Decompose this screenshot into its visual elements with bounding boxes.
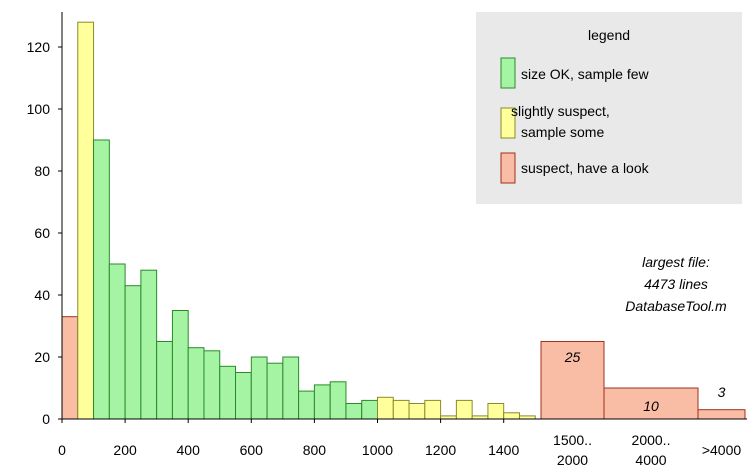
bar-600 (250, 356, 268, 420)
note-line-1: largest file: (642, 254, 710, 270)
legend: legend size OK, sample few slightly susp… (476, 12, 742, 204)
legend-label-some-2: sample some (521, 124, 604, 140)
bar-350 (171, 310, 189, 420)
bar-800 (313, 384, 331, 420)
legend-label-look: suspect, have a look (521, 160, 650, 176)
x-tick-label-200: 200 (113, 442, 137, 458)
legend-title: legend (588, 27, 630, 43)
bar-550 (235, 372, 252, 420)
bar-950 (361, 399, 379, 420)
y-tick-label-0: 0 (42, 411, 50, 427)
bar-450 (203, 350, 221, 420)
legend-background (476, 12, 742, 204)
tail-label-1-line2: 4000 (635, 452, 666, 468)
bar-650 (266, 362, 284, 420)
axes: 1500..20002000..4000>4000020406080100120… (27, 12, 747, 468)
legend-swatch-some (500, 107, 516, 139)
x-tick-label-600: 600 (240, 442, 264, 458)
y-tick-label-40: 40 (34, 287, 50, 303)
x-tick-label-1400: 1400 (488, 442, 519, 458)
x-tick-label-800: 800 (303, 442, 327, 458)
legend-label-ok: size OK, sample few (521, 66, 649, 82)
tail-bar-2 (697, 409, 746, 420)
largest-file-note: largest file: 4473 lines DatabaseTool.m (625, 254, 727, 314)
bar-0 (61, 316, 79, 420)
bar-500 (219, 365, 237, 420)
tail-bar-value-0: 25 (564, 349, 581, 365)
bar-750 (298, 390, 315, 420)
bar-150 (108, 263, 126, 420)
tail-bar-value-1: 10 (643, 398, 659, 414)
bar-50 (77, 21, 95, 420)
y-tick-label-60: 60 (34, 225, 50, 241)
tail-label-0-line2: 2000 (557, 452, 588, 468)
x-tick-label-1200: 1200 (425, 442, 456, 458)
tail-label-2: >4000 (702, 442, 742, 458)
x-tick-label-0: 0 (58, 442, 66, 458)
legend-swatch-look (500, 152, 516, 184)
bar-1000 (377, 396, 394, 420)
x-tick-label-400: 400 (177, 442, 201, 458)
bar-250 (140, 269, 158, 420)
legend-swatch-ok (500, 57, 516, 89)
y-tick-label-120: 120 (27, 39, 51, 55)
y-tick-label-20: 20 (34, 349, 50, 365)
bar-300 (156, 341, 173, 420)
y-tick-label-100: 100 (27, 101, 51, 117)
bar-1350 (487, 403, 505, 420)
tail-bar-value-2: 3 (718, 384, 726, 400)
tail-bar-1 (603, 387, 699, 420)
note-line-2: 4473 lines (644, 276, 708, 292)
bar-1400 (503, 412, 520, 420)
bar-900 (345, 403, 363, 420)
bar-100 (93, 139, 110, 420)
bar-700 (282, 356, 300, 420)
bar-400 (187, 347, 205, 420)
bar-850 (329, 381, 347, 420)
legend-label-some-1: slightly suspect, (511, 103, 610, 119)
bars: 25 10 3 (61, 21, 746, 420)
bar-1050 (392, 399, 410, 420)
bar-1100 (408, 403, 426, 420)
x-tick-label-1000: 1000 (362, 442, 393, 458)
y-tick-label-80: 80 (34, 163, 50, 179)
note-line-3: DatabaseTool.m (625, 298, 727, 314)
bar-1250 (455, 399, 473, 420)
tail-label-0-line1: 1500.. (553, 432, 592, 448)
bar-200 (124, 285, 142, 420)
tail-label-1-line1: 2000.. (632, 432, 671, 448)
bar-1150 (424, 399, 442, 420)
